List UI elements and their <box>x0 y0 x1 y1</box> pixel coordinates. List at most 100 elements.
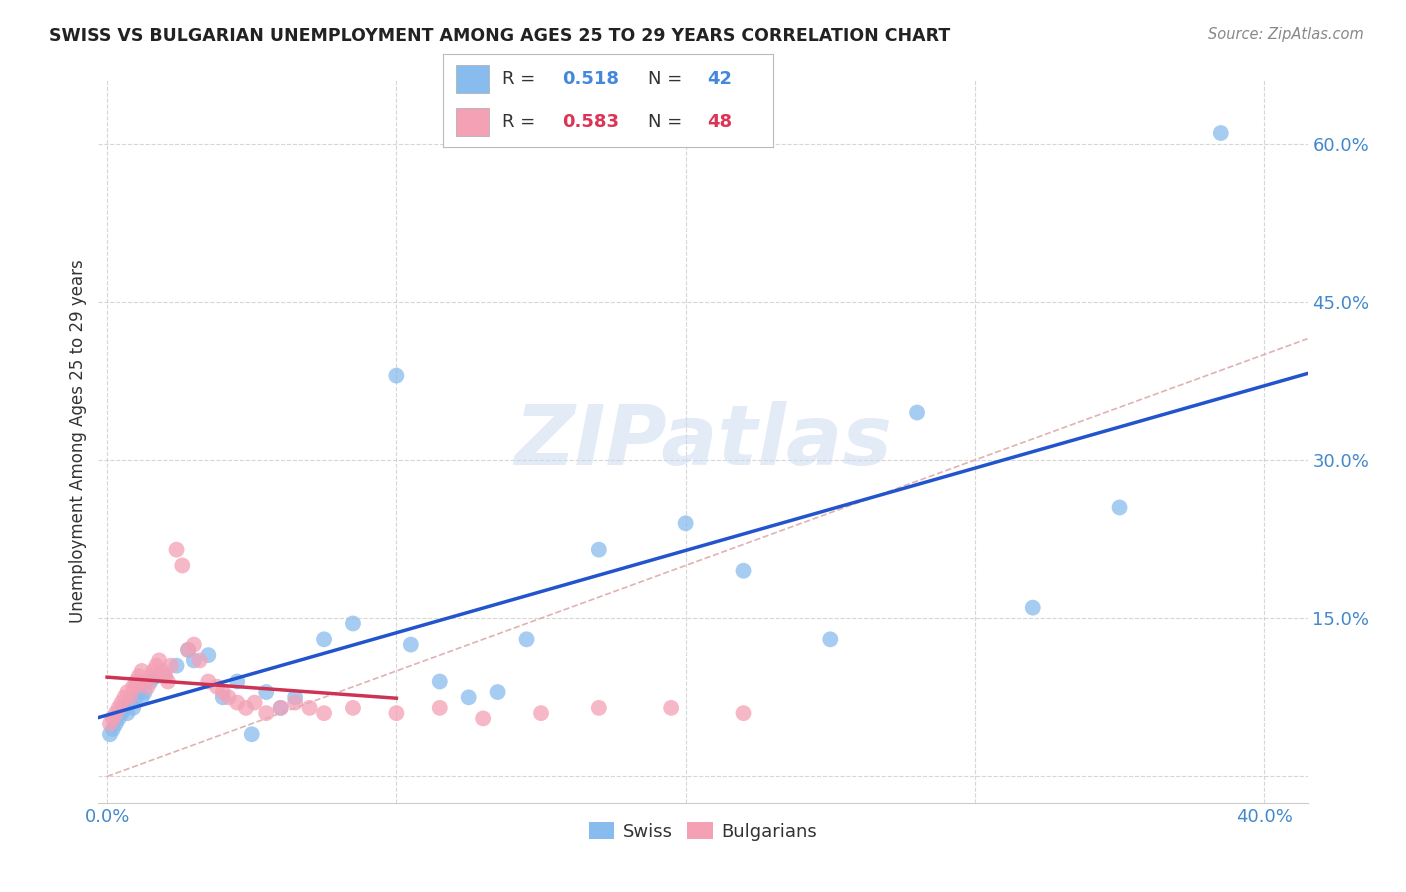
Point <box>139 674 162 689</box>
Text: 0.518: 0.518 <box>562 70 619 87</box>
Point <box>1108 500 1130 515</box>
Point <box>385 706 408 720</box>
Point <box>226 674 249 689</box>
Point <box>110 706 132 720</box>
Point <box>98 727 121 741</box>
Point <box>183 653 205 667</box>
Point <box>139 669 162 683</box>
Point <box>98 716 121 731</box>
Point <box>188 653 211 667</box>
Point <box>131 690 153 705</box>
Point <box>733 706 755 720</box>
Point <box>166 658 188 673</box>
Point <box>153 669 176 683</box>
Point <box>1209 126 1232 140</box>
Point <box>270 701 292 715</box>
Point <box>114 701 136 715</box>
Point <box>177 643 200 657</box>
Point <box>588 542 610 557</box>
Point <box>197 648 219 662</box>
Point <box>515 632 537 647</box>
Point <box>136 680 159 694</box>
Point <box>235 701 257 715</box>
Point <box>254 706 277 720</box>
Point <box>107 711 129 725</box>
Point <box>457 690 479 705</box>
Point <box>122 701 145 715</box>
Point <box>197 674 219 689</box>
Point <box>177 643 200 657</box>
Point <box>659 701 682 715</box>
Point <box>117 685 139 699</box>
Point <box>270 701 292 715</box>
Point <box>298 701 321 715</box>
Point <box>905 405 928 419</box>
Point <box>107 701 129 715</box>
Legend: Swiss, Bulgarians: Swiss, Bulgarians <box>581 815 825 848</box>
Point <box>211 690 233 705</box>
Point <box>101 722 124 736</box>
Point <box>399 638 422 652</box>
Point <box>1022 600 1045 615</box>
Y-axis label: Unemployment Among Ages 25 to 29 years: Unemployment Among Ages 25 to 29 years <box>69 260 87 624</box>
Point <box>733 564 755 578</box>
Point <box>312 706 335 720</box>
Point <box>145 658 167 673</box>
Point <box>312 632 335 647</box>
Point <box>820 632 842 647</box>
Point <box>110 696 132 710</box>
Point <box>675 516 697 531</box>
Bar <box>456 108 489 136</box>
Point <box>128 685 150 699</box>
Point <box>211 685 233 699</box>
Point <box>114 690 136 705</box>
Point <box>125 690 148 705</box>
Bar <box>456 65 489 93</box>
Text: SWISS VS BULGARIAN UNEMPLOYMENT AMONG AGES 25 TO 29 YEARS CORRELATION CHART: SWISS VS BULGARIAN UNEMPLOYMENT AMONG AG… <box>49 27 950 45</box>
Point <box>429 701 451 715</box>
Point <box>429 674 451 689</box>
Point <box>472 711 495 725</box>
Text: N =: N = <box>648 113 688 131</box>
Point <box>172 558 194 573</box>
Text: Source: ZipAtlas.com: Source: ZipAtlas.com <box>1208 27 1364 42</box>
Point <box>120 696 142 710</box>
Point <box>183 638 205 652</box>
Point <box>134 685 156 699</box>
Point <box>284 690 307 705</box>
Point <box>588 701 610 715</box>
Point <box>385 368 408 383</box>
Point <box>150 664 173 678</box>
Point <box>145 669 167 683</box>
Point <box>254 685 277 699</box>
Point <box>134 674 156 689</box>
Point <box>120 690 142 705</box>
Point <box>125 674 148 689</box>
Point <box>218 690 240 705</box>
Point <box>104 716 127 731</box>
Point <box>148 653 170 667</box>
Point <box>122 680 145 694</box>
Text: 42: 42 <box>707 70 733 87</box>
Point <box>226 696 249 710</box>
Point <box>342 701 364 715</box>
Point <box>125 680 148 694</box>
Point <box>128 669 150 683</box>
Point <box>117 706 139 720</box>
Text: R =: R = <box>502 70 541 87</box>
Text: ZIPatlas: ZIPatlas <box>515 401 891 482</box>
Point <box>104 706 127 720</box>
Text: 48: 48 <box>707 113 733 131</box>
Point <box>243 696 266 710</box>
Text: 0.583: 0.583 <box>562 113 619 131</box>
Point <box>153 669 176 683</box>
Point <box>166 542 188 557</box>
Point <box>142 664 165 678</box>
Point <box>101 711 124 725</box>
Point <box>240 727 263 741</box>
Point <box>156 674 179 689</box>
Point <box>284 696 307 710</box>
Point <box>159 658 181 673</box>
Text: R =: R = <box>502 113 541 131</box>
Point <box>530 706 553 720</box>
